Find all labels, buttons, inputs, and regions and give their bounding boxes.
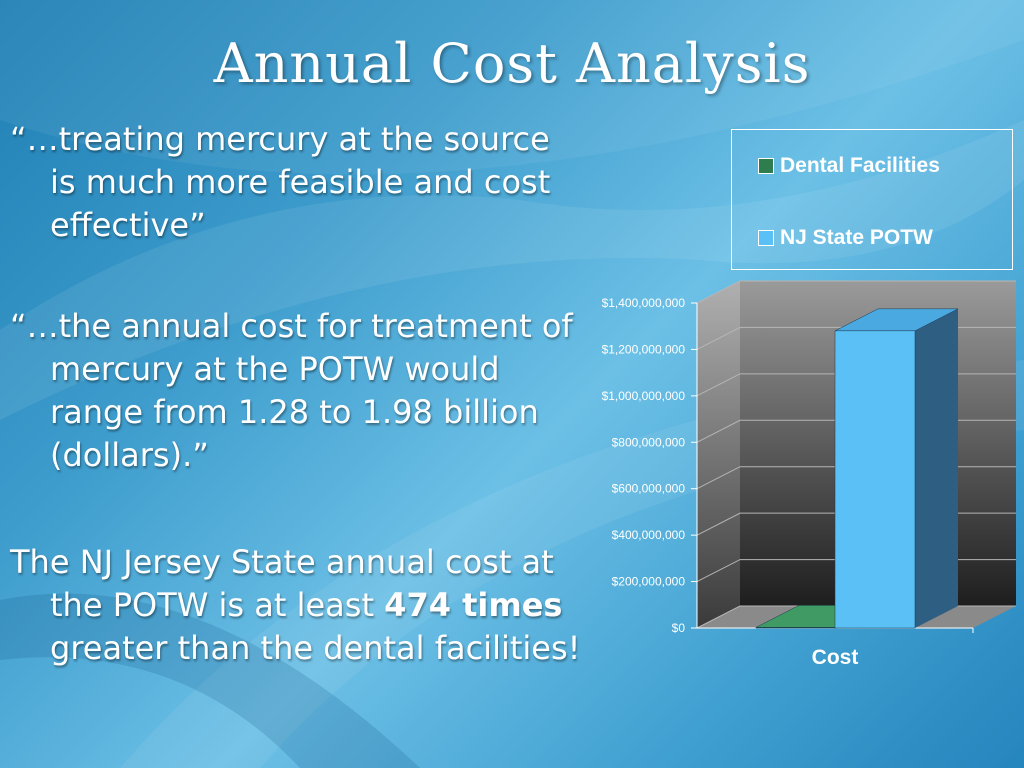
x-category-label: Cost — [812, 646, 859, 669]
y-tick-label: $1,000,000,000 — [602, 389, 686, 403]
quote-block-2: “…the annual cost for treatment of mercu… — [10, 305, 585, 477]
quote-block-1: “…treating mercury at the source is much… — [10, 118, 585, 247]
summary-text-end: greater than the dental facilities! — [50, 629, 581, 667]
bar-potw-side — [915, 308, 958, 628]
y-tick-label: $600,000,000 — [612, 482, 686, 496]
legend-swatch-potw — [758, 230, 774, 246]
quote-text-2: “…the annual cost for treatment of mercu… — [10, 307, 573, 474]
legend-swatch-dental — [758, 158, 774, 174]
y-tick-label: $400,000,000 — [612, 528, 686, 542]
y-tick-label: $1,400,000,000 — [602, 296, 686, 310]
summary-text-start: The NJ Jersey State annual cost at the P… — [10, 543, 554, 624]
legend-item-dental: Dental Facilities — [758, 154, 940, 178]
y-tick-label: $1,200,000,000 — [602, 342, 686, 356]
y-tick-label: $200,000,000 — [612, 575, 686, 589]
chart-legend: Dental Facilities NJ State POTW — [731, 129, 1013, 270]
chart-side-wall — [697, 281, 740, 628]
quote-text-1: “…treating mercury at the source is much… — [10, 120, 551, 244]
slide-title: Annual Cost Analysis — [213, 32, 811, 95]
summary-text-emphasis: 474 times — [384, 586, 563, 624]
summary-text: The NJ Jersey State annual cost at the P… — [10, 541, 585, 670]
chart-gridline — [696, 280, 1016, 304]
legend-label-dental: Dental Facilities — [780, 154, 940, 177]
y-tick-label: $0 — [672, 621, 686, 635]
summary-block: The NJ Jersey State annual cost at the P… — [10, 541, 585, 670]
bar-potw — [834, 330, 916, 629]
y-tick-label: $800,000,000 — [612, 435, 686, 449]
legend-label-potw: NJ State POTW — [780, 226, 933, 249]
legend-item-potw: NJ State POTW — [758, 226, 933, 250]
bar-dental — [755, 627, 837, 629]
